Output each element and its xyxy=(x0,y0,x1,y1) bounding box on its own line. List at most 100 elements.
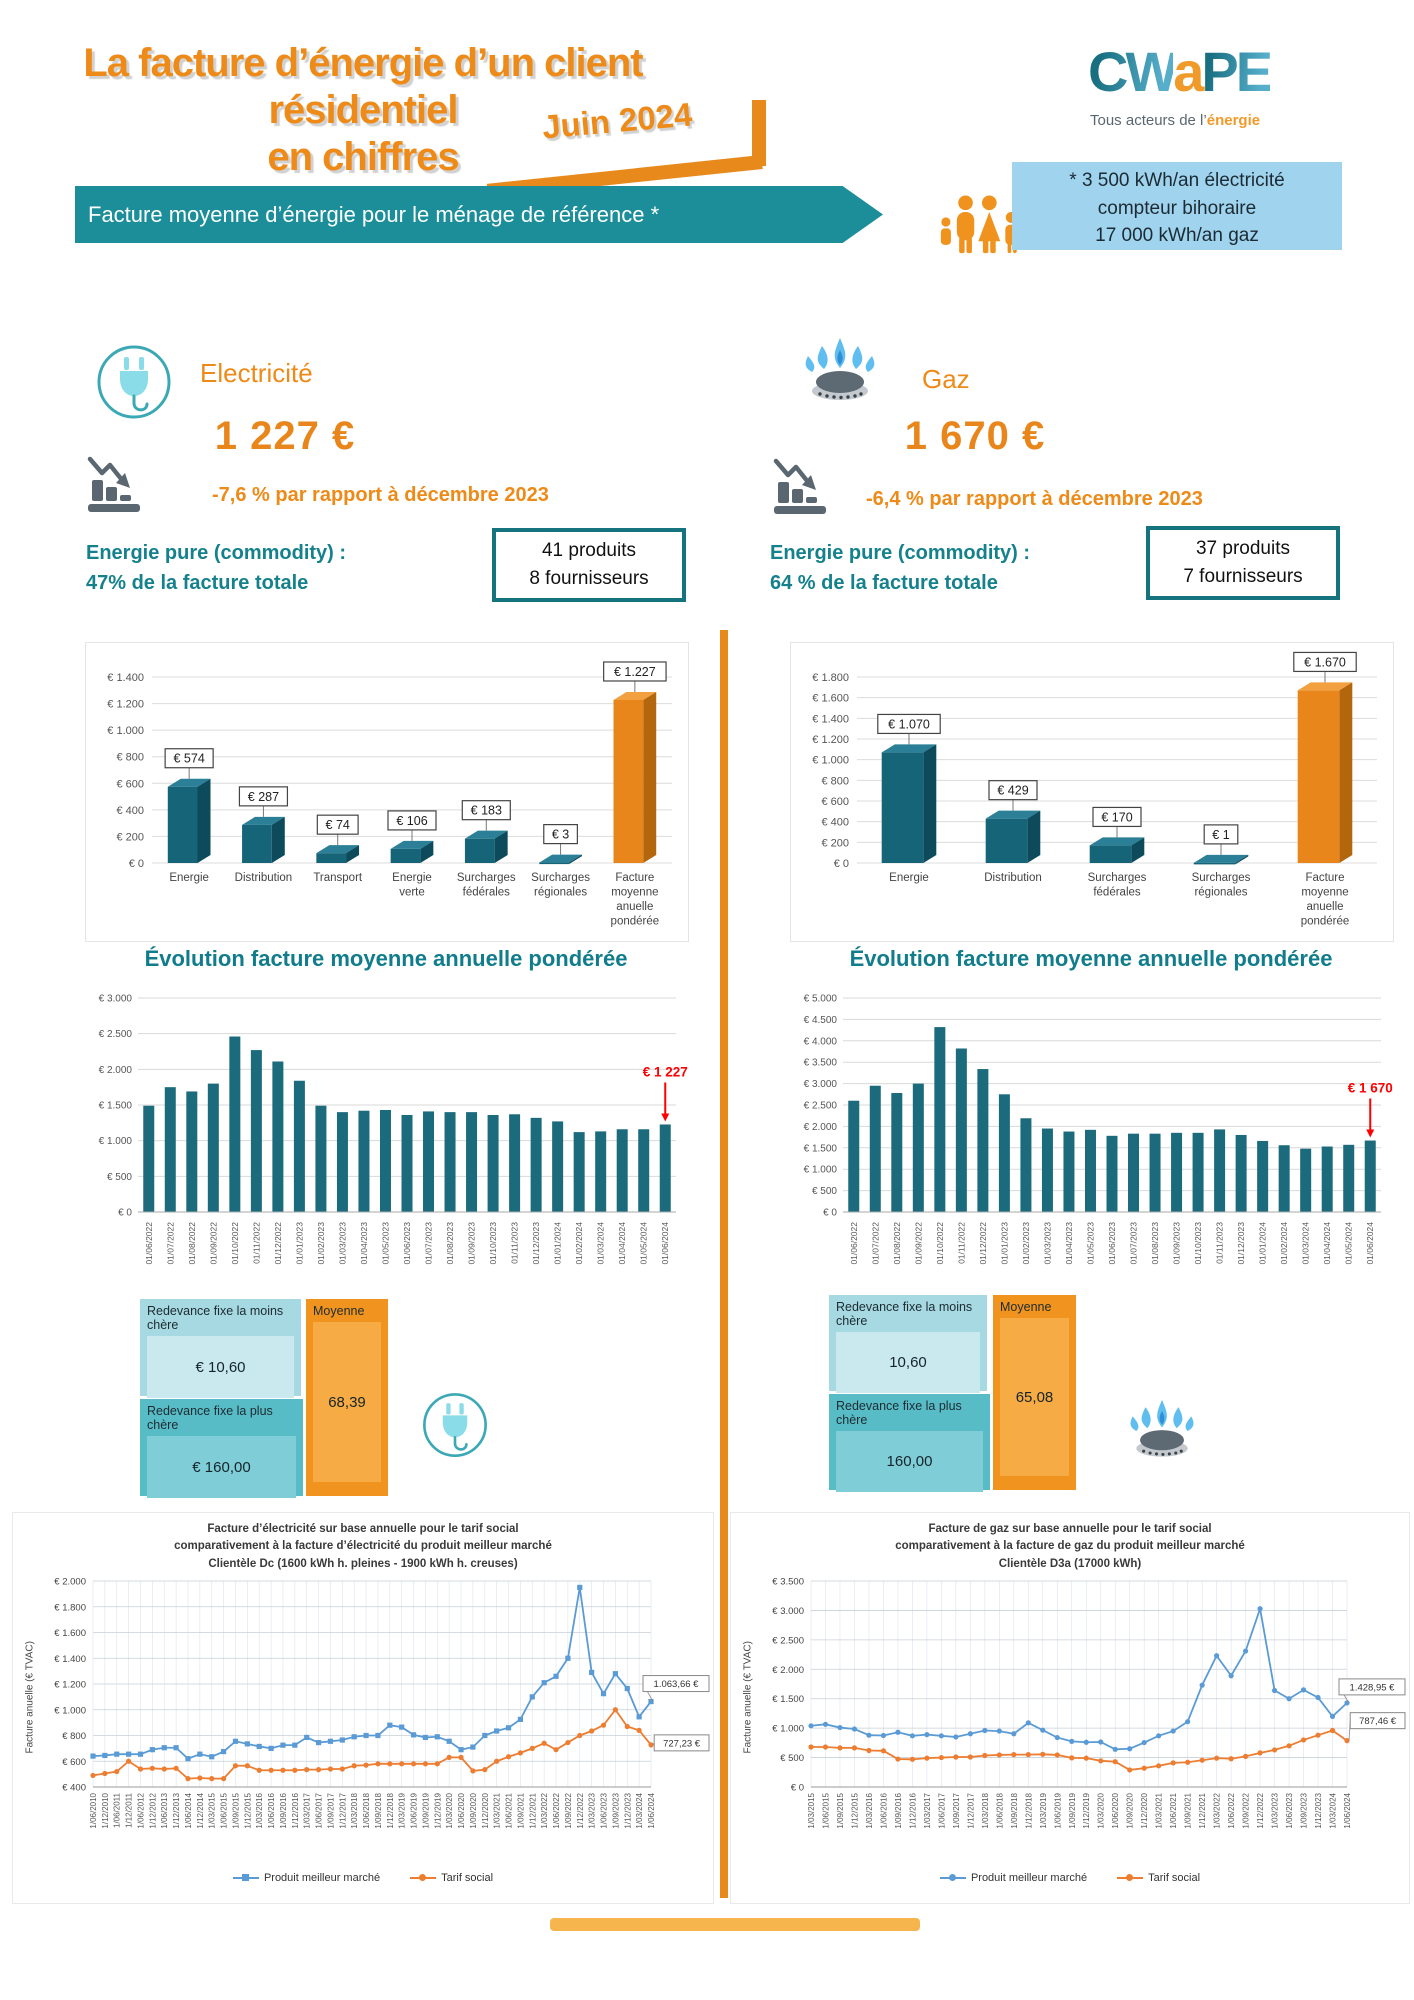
svg-text:€ 3.000: € 3.000 xyxy=(772,1606,804,1617)
svg-text:1/03/2021: 1/03/2021 xyxy=(493,1792,502,1828)
svg-text:€ 170: € 170 xyxy=(1101,810,1132,824)
legend-item: Produit meilleur marché xyxy=(232,1872,380,1884)
svg-text:1/12/2017: 1/12/2017 xyxy=(338,1792,347,1828)
svg-text:1/12/2018: 1/12/2018 xyxy=(386,1792,395,1828)
svg-text:€ 500: € 500 xyxy=(107,1172,132,1183)
svg-text:01/06/2024: 01/06/2024 xyxy=(1365,1222,1375,1265)
svg-text:1/06/2018: 1/06/2018 xyxy=(362,1792,371,1828)
svg-text:€ 1.000: € 1.000 xyxy=(812,755,849,767)
electricity-social-chart: € 400 € 600 € 800 € 1.000 € 1.200 € 1.400 € 1.… xyxy=(54,1576,710,1828)
svg-text:1/09/2015: 1/09/2015 xyxy=(231,1792,240,1828)
svg-text:€ 1.800: € 1.800 xyxy=(812,672,849,684)
svg-text:1/03/2019: 1/03/2019 xyxy=(398,1792,407,1828)
svg-text:€ 2.500: € 2.500 xyxy=(804,1101,838,1112)
svg-text:€ 500: € 500 xyxy=(812,1186,837,1197)
title-line3: Clientèle D3a (17000 kWh) xyxy=(998,1557,1142,1570)
svg-text:€ 0: € 0 xyxy=(118,1208,132,1219)
redevance-average-label: Moyenne xyxy=(313,1304,365,1318)
svg-text:€ 1.500: € 1.500 xyxy=(99,1101,133,1112)
svg-text:pondérée: pondérée xyxy=(1301,916,1350,928)
svg-text:€ 600: € 600 xyxy=(821,796,849,808)
svg-text:1/09/2022: 1/09/2022 xyxy=(1242,1792,1251,1828)
electricity-commodity-line2: 47% de la facture totale xyxy=(86,572,309,594)
svg-text:1/09/2020: 1/09/2020 xyxy=(469,1792,478,1828)
electricity-evolution-title: Évolution facture moyenne annuelle pondé… xyxy=(144,946,628,971)
family-icon xyxy=(940,195,1018,254)
svg-text:€ 1.227: € 1.227 xyxy=(614,665,656,679)
svg-text:1/09/2023: 1/09/2023 xyxy=(611,1792,620,1828)
svg-text:1/06/2019: 1/06/2019 xyxy=(1053,1792,1062,1828)
svg-text:01/09/2022: 01/09/2022 xyxy=(913,1222,923,1265)
svg-text:€ 3.000: € 3.000 xyxy=(99,994,133,1005)
svg-text:1/06/2018: 1/06/2018 xyxy=(995,1792,1004,1828)
redevance-cheapest-label: Redevance fixe la moins chère xyxy=(147,1304,284,1332)
svg-text:1/06/2013: 1/06/2013 xyxy=(160,1792,169,1828)
svg-text:01/05/2023: 01/05/2023 xyxy=(1085,1222,1095,1265)
svg-text:01/06/2022: 01/06/2022 xyxy=(144,1222,154,1265)
svg-text:1/09/2022: 1/09/2022 xyxy=(564,1792,573,1828)
svg-text:1/06/2019: 1/06/2019 xyxy=(410,1792,419,1828)
svg-text:€ 1.000: € 1.000 xyxy=(99,1136,133,1147)
redevance-cheapest-label: Redevance fixe la moins chère xyxy=(836,1300,973,1328)
svg-text:€ 3: € 3 xyxy=(552,828,569,842)
svg-text:moyenne: moyenne xyxy=(611,887,658,899)
electricity-commodity: Energie pure (commodity) : 47% de la fac… xyxy=(86,538,346,598)
svg-text:01/09/2023: 01/09/2023 xyxy=(1172,1222,1182,1265)
electricity-breakdown-panel: € 0 € 200 € 400 € 600 € 800 € 1.000 € 1.200 € 1… xyxy=(85,642,689,942)
svg-text:1/09/2018: 1/09/2018 xyxy=(1010,1792,1019,1828)
svg-text:01/09/2022: 01/09/2022 xyxy=(208,1222,218,1265)
svg-text:01/04/2024: 01/04/2024 xyxy=(617,1222,627,1265)
svg-text:1/12/2018: 1/12/2018 xyxy=(1024,1792,1033,1828)
svg-text:1/12/2016: 1/12/2016 xyxy=(291,1792,300,1828)
svg-text:€ 1.000: € 1.000 xyxy=(54,1705,86,1716)
electricity-products-box: 41 produits 8 fournisseurs xyxy=(492,528,686,602)
svg-text:pondérée: pondérée xyxy=(611,916,660,928)
svg-text:Energie: Energie xyxy=(889,872,929,884)
svg-text:01/10/2023: 01/10/2023 xyxy=(488,1222,498,1265)
svg-text:01/07/2022: 01/07/2022 xyxy=(165,1222,175,1265)
redevance-average-value: 65,08 xyxy=(1000,1318,1069,1476)
svg-text:€ 574: € 574 xyxy=(174,752,205,766)
svg-text:1/03/2016: 1/03/2016 xyxy=(255,1792,264,1828)
svg-text:1/03/2022: 1/03/2022 xyxy=(540,1792,549,1828)
svg-text:01/07/2023: 01/07/2023 xyxy=(424,1222,434,1265)
reference-banner: Facture moyenne d’énergie pour le ménage… xyxy=(75,186,883,243)
svg-text:€ 1.500: € 1.500 xyxy=(804,1143,838,1154)
svg-text:€ 400: € 400 xyxy=(821,817,849,829)
title-line2: comparativement à la facture d’électrici… xyxy=(174,1540,552,1553)
svg-text:01/10/2023: 01/10/2023 xyxy=(1193,1222,1203,1265)
svg-text:1/03/2017: 1/03/2017 xyxy=(923,1792,932,1828)
svg-text:1/12/2022: 1/12/2022 xyxy=(576,1792,585,1828)
svg-text:1/06/2022: 1/06/2022 xyxy=(1227,1792,1236,1828)
svg-text:01/05/2023: 01/05/2023 xyxy=(380,1222,390,1265)
svg-text:€ 1.000: € 1.000 xyxy=(772,1723,804,1734)
svg-text:1/12/2011: 1/12/2011 xyxy=(125,1792,134,1828)
title-line1: Facture d’électricité sur base annuelle … xyxy=(207,1523,519,1535)
svg-text:1/03/2023: 1/03/2023 xyxy=(588,1792,597,1828)
svg-text:€ 287: € 287 xyxy=(248,790,279,804)
svg-text:€ 2.000: € 2.000 xyxy=(804,1122,838,1133)
svg-text:01/03/2024: 01/03/2024 xyxy=(1301,1222,1311,1265)
svg-text:1/03/2015: 1/03/2015 xyxy=(208,1792,217,1828)
svg-text:01/06/2023: 01/06/2023 xyxy=(1107,1222,1117,1265)
svg-text:1/03/2024: 1/03/2024 xyxy=(1329,1792,1338,1828)
svg-text:01/03/2023: 01/03/2023 xyxy=(1042,1222,1052,1265)
electricity-monthly-chart: € 0 € 500 € 1.000 € 1.500 € 2.000 € 2.500 € 3.… xyxy=(99,994,688,1265)
svg-text:1/12/2019: 1/12/2019 xyxy=(433,1792,442,1828)
svg-text:01/05/2024: 01/05/2024 xyxy=(1344,1222,1354,1265)
svg-text:01/08/2022: 01/08/2022 xyxy=(187,1222,197,1265)
svg-text:1/12/2023: 1/12/2023 xyxy=(623,1792,632,1828)
svg-text:1/06/2010: 1/06/2010 xyxy=(89,1792,98,1828)
svg-text:€ 1.200: € 1.200 xyxy=(54,1679,86,1690)
gas-redevance-cheapest: Redevance fixe la moins chère 10,60 xyxy=(829,1295,987,1393)
svg-text:€ 1.600: € 1.600 xyxy=(54,1628,86,1639)
svg-text:1/06/2023: 1/06/2023 xyxy=(1285,1792,1294,1828)
cwape-logo: CWaPE xyxy=(1088,44,1273,100)
electricity-social-chart-panel: Facture d’électricité sur base annuelle … xyxy=(12,1512,714,1904)
y-axis-label: Facture anuelle (€ TVAC) xyxy=(24,1641,36,1754)
gas-evolution-title: Évolution facture moyenne annuelle pondé… xyxy=(849,946,1333,971)
svg-text:régionales: régionales xyxy=(1194,887,1247,899)
footer-bar xyxy=(550,1918,920,1931)
gas-commodity-line1: Energie pure (commodity) : xyxy=(770,542,1031,564)
electricity-products-line1: 41 produits xyxy=(541,539,636,561)
